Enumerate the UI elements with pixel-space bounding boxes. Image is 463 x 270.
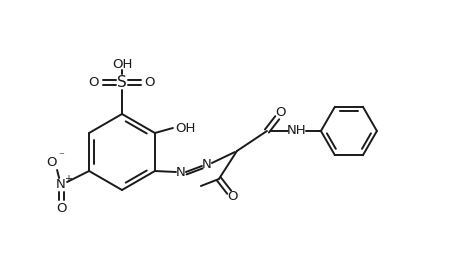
Text: O: O [46,157,56,170]
Text: O: O [144,76,155,89]
Text: ⁻: ⁻ [58,151,64,161]
Text: O: O [227,191,238,204]
Text: O: O [275,106,286,120]
Text: N: N [56,178,66,191]
Text: O: O [56,202,66,215]
Text: NH: NH [287,124,306,137]
Text: O: O [88,76,99,89]
Text: OH: OH [112,58,132,70]
Text: OH: OH [175,122,196,134]
Text: N: N [201,158,211,171]
Text: N: N [175,167,185,180]
Text: S: S [117,75,126,89]
Text: +: + [64,174,72,184]
